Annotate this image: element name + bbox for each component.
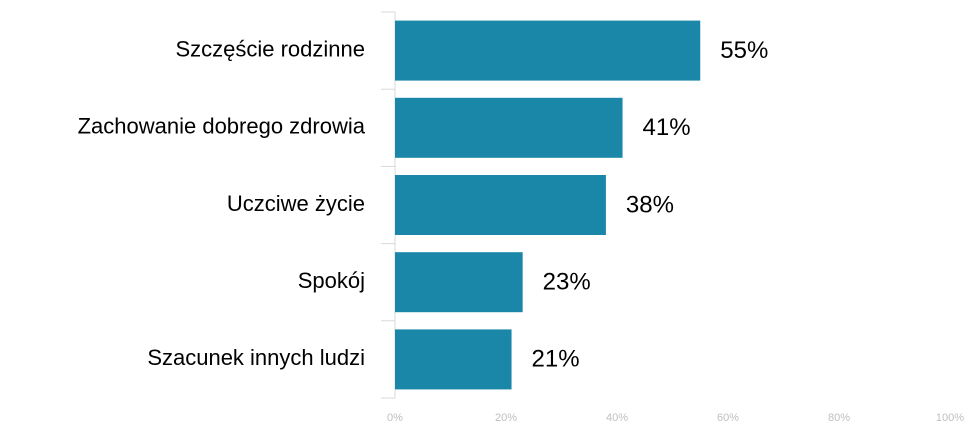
value-label: 21% xyxy=(532,346,580,373)
value-label: 41% xyxy=(643,114,691,141)
x-tick-label: 60% xyxy=(717,412,739,423)
category-label: Zachowanie dobrego zdrowia xyxy=(78,114,366,139)
bar xyxy=(395,20,701,81)
x-tick-label: 20% xyxy=(495,412,517,423)
value-label: 23% xyxy=(543,269,591,296)
category-label: Uczciwe życie xyxy=(227,191,365,216)
bar xyxy=(395,329,512,390)
x-tick-label: 40% xyxy=(606,412,628,423)
bar xyxy=(395,252,523,313)
category-label: Szczęście rodzinne xyxy=(175,36,365,61)
x-tick-label: 100% xyxy=(936,412,964,423)
x-tick-label: 80% xyxy=(828,412,850,423)
value-label: 55% xyxy=(720,37,768,64)
category-label: Szacunek innych ludzi xyxy=(147,345,365,370)
category-label: Spokój xyxy=(298,268,365,293)
value-label: 38% xyxy=(626,191,674,218)
bar xyxy=(395,175,606,235)
x-tick-label: 0% xyxy=(387,412,403,423)
bar xyxy=(395,97,623,158)
